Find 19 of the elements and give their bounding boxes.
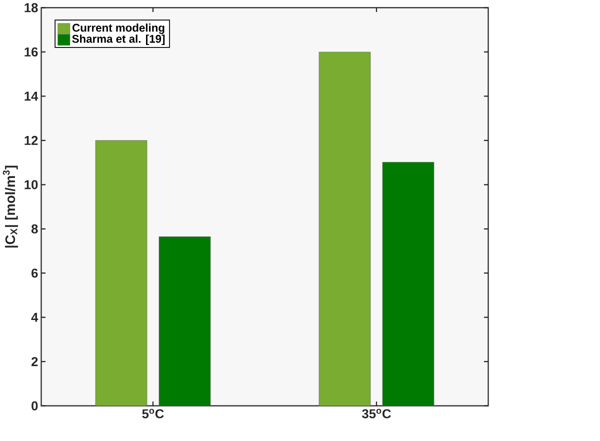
bar — [382, 162, 434, 406]
y-tick-label: 18 — [24, 3, 38, 12]
y-tick-label: 12 — [24, 136, 38, 145]
y-axis-title: |C$_{X}$| [mol/m$^{3}$] — [2, 166, 18, 248]
y-tick-label: 10 — [24, 180, 38, 190]
legend-label: Sharma et al. [19] — [72, 34, 165, 45]
y-tick-label: 8 — [31, 224, 38, 234]
bar — [158, 236, 211, 406]
x-tick-label: 35$^{o}$C — [362, 408, 391, 418]
y-tick-label: 6 — [32, 268, 38, 278]
y-tick-label: 2 — [31, 357, 38, 366]
bar — [95, 140, 148, 406]
bar — [318, 52, 371, 406]
y-tick-label: 0 — [32, 401, 38, 410]
y-tick-label: 16 — [24, 47, 38, 57]
legend-label: Current modeling — [72, 24, 164, 34]
y-tick-label: 14 — [24, 92, 38, 101]
x-tick-label: 5$^{o}$C — [142, 408, 164, 418]
y-tick-label: 4 — [31, 312, 38, 322]
